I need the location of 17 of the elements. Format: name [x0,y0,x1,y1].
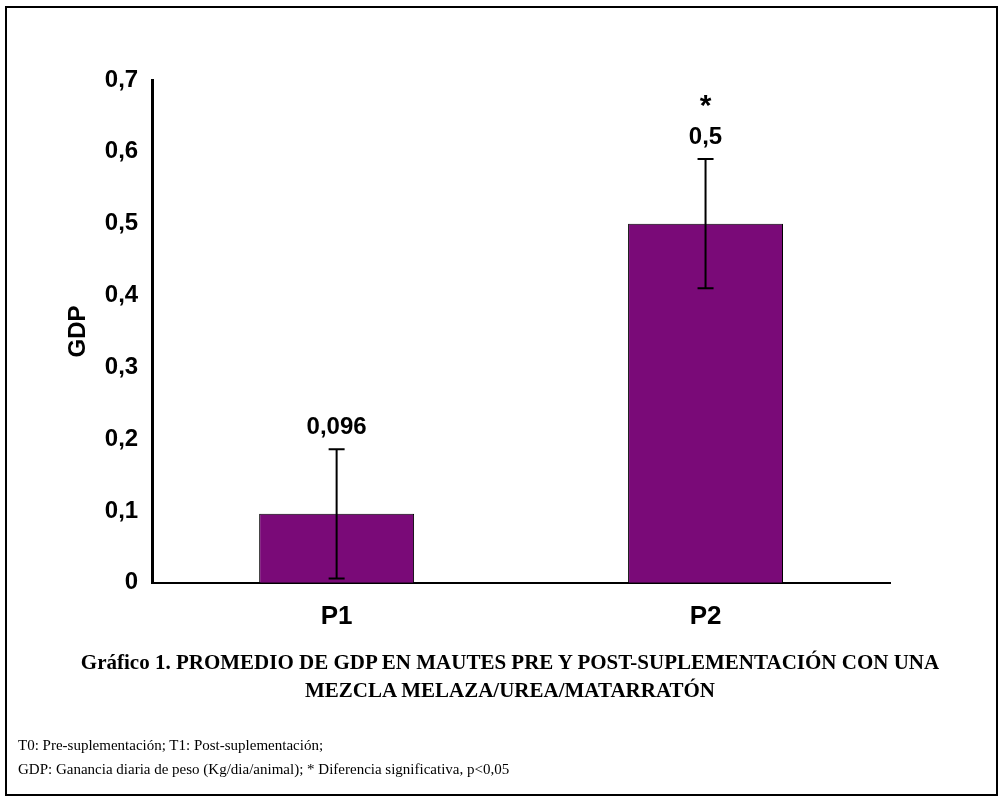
data-label: 0,5 [688,121,723,149]
y-tick-label: 0,3 [104,351,139,379]
x-tick-label: P2 [689,599,722,630]
y-tick-label: 0,4 [104,280,139,308]
y-tick-label: 0,2 [104,423,139,451]
text: T0: Pre-suplementación; T1: Post-suplementación; [18,736,325,755]
y-tick-label: 0,6 [104,136,139,164]
y-tick-label: 0,1 [104,495,139,523]
y-tick-label: 0,7 [104,64,139,92]
data-label: 0,096 [306,411,367,439]
text: GDP: Ganancia diaria de peso (Kg/dia/animal); * Diferencia significativa, p<0,05 [18,760,510,779]
annotation: * [699,88,712,122]
y-tick-label: 0,5 [104,208,139,236]
x-tick-label: P1 [320,599,353,630]
text: Gráfico 1. PROMEDIO DE GDP EN MAUTES PRE Y POST-SUPLEMENTACIÓN CON UNA MEZCLA MELAZA/UREA/MATARRATÓN [79,649,941,704]
y-axis-title: GDP [63,305,91,358]
y-tick-label: 0 [124,567,139,595]
